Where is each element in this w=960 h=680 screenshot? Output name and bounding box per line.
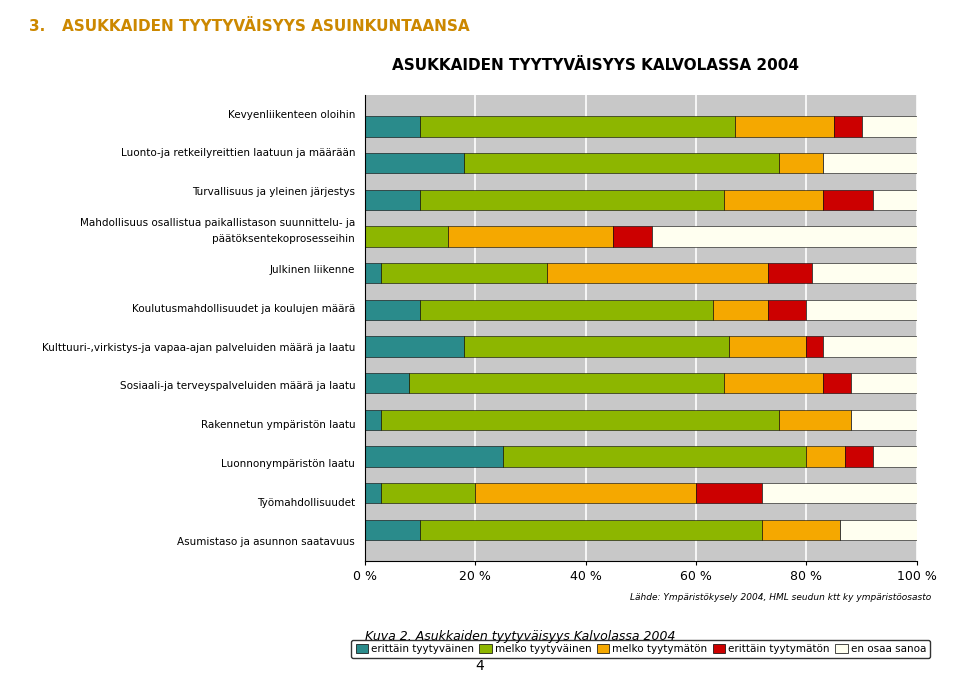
Text: Koulutusmahdollisuudet ja koulujen määrä: Koulutusmahdollisuudet ja koulujen määrä [132,304,355,313]
Bar [768,263,812,283]
Bar [420,190,724,210]
Text: Kevyenliikenteen oloihin: Kevyenliikenteen oloihin [228,109,355,120]
Bar [613,226,652,247]
Bar [409,373,724,393]
Bar [779,153,823,173]
Bar [365,337,465,356]
Text: Lähde: Ympäristökysely 2004, HML seudun ktt ky ympäristöosasto: Lähde: Ympäristökysely 2004, HML seudun … [630,593,931,602]
Bar [730,337,806,356]
Bar [475,483,696,503]
Bar [806,300,917,320]
Bar [365,116,420,137]
Bar [762,483,917,503]
Text: Turvallisuus ja yleinen järjestys: Turvallisuus ja yleinen järjestys [192,187,355,197]
Bar [381,409,779,430]
Bar [734,116,834,137]
Bar [806,337,823,356]
Text: Rakennetun ympäristön laatu: Rakennetun ympäristön laatu [201,420,355,430]
Bar [465,153,779,173]
Bar [381,483,475,503]
Text: Kuva 2. Asukkaiden tyytyväisyys Kalvolassa 2004: Kuva 2. Asukkaiden tyytyväisyys Kalvolas… [365,630,675,643]
Bar [365,226,447,247]
Bar [365,300,420,320]
Bar [823,190,873,210]
Bar [547,263,768,283]
Bar [420,520,762,540]
Bar [503,446,806,466]
Text: Julkinen liikenne: Julkinen liikenne [270,265,355,275]
Text: ASUKKAIDEN TYYTYVÄISYYS KALVOLASSA 2004: ASUKKAIDEN TYYTYVÄISYYS KALVOLASSA 2004 [392,58,799,73]
Text: Sosiaali-ja terveyspalveluiden määrä ja laatu: Sosiaali-ja terveyspalveluiden määrä ja … [120,381,355,391]
Text: päätöksentekoprosesseihin: päätöksentekoprosesseihin [212,234,355,244]
Text: Työmahdollisuudet: Työmahdollisuudet [257,498,355,508]
Bar [779,409,851,430]
Bar [365,483,381,503]
Bar [381,263,547,283]
Bar [696,483,762,503]
Bar [465,337,730,356]
Bar [365,263,381,283]
Text: Luonnonympäristön laatu: Luonnonympäristön laatu [222,459,355,469]
Bar [365,409,381,430]
Bar [724,373,823,393]
Bar [823,153,917,173]
Bar [873,446,917,466]
Legend: erittäin tyytyväinen, melko tyytyväinen, melko tyytymätön, erittäin tyytymätön, : erittäin tyytyväinen, melko tyytyväinen,… [351,640,930,658]
Bar [873,190,917,210]
Text: Luonto-ja retkeilyreittien laatuun ja määrään: Luonto-ja retkeilyreittien laatuun ja mä… [121,148,355,158]
Text: ASUKKAIDEN TYYTYVÄISYYS ASUINKUNTAANSA: ASUKKAIDEN TYYTYVÄISYYS ASUINKUNTAANSA [62,19,470,34]
Bar [365,153,465,173]
Bar [768,300,806,320]
Bar [365,520,420,540]
Bar [851,373,917,393]
Bar [724,190,823,210]
Bar [365,373,409,393]
Text: Kulttuuri-,virkistys-ja vapaa-ajan palveluiden määrä ja laatu: Kulttuuri-,virkistys-ja vapaa-ajan palve… [42,343,355,352]
Bar [823,337,917,356]
Bar [806,446,845,466]
Text: Asumistaso ja asunnon saatavuus: Asumistaso ja asunnon saatavuus [178,537,355,547]
Bar [862,116,917,137]
Bar [420,300,712,320]
Bar [823,373,851,393]
Bar [420,116,734,137]
Bar [712,300,768,320]
Bar [652,226,917,247]
Bar [839,520,917,540]
Bar [834,116,862,137]
Bar [851,409,917,430]
Bar [365,190,420,210]
Bar [845,446,873,466]
Text: 4: 4 [475,659,485,673]
Bar [447,226,613,247]
Text: Mahdollisuus osallistua paikallistason suunnittelu- ja: Mahdollisuus osallistua paikallistason s… [80,218,355,228]
Text: 3.: 3. [29,19,45,34]
Bar [762,520,839,540]
Bar [365,446,503,466]
Bar [812,263,917,283]
